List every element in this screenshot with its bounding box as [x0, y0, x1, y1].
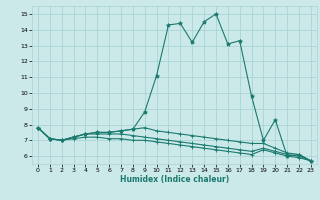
X-axis label: Humidex (Indice chaleur): Humidex (Indice chaleur) [120, 175, 229, 184]
